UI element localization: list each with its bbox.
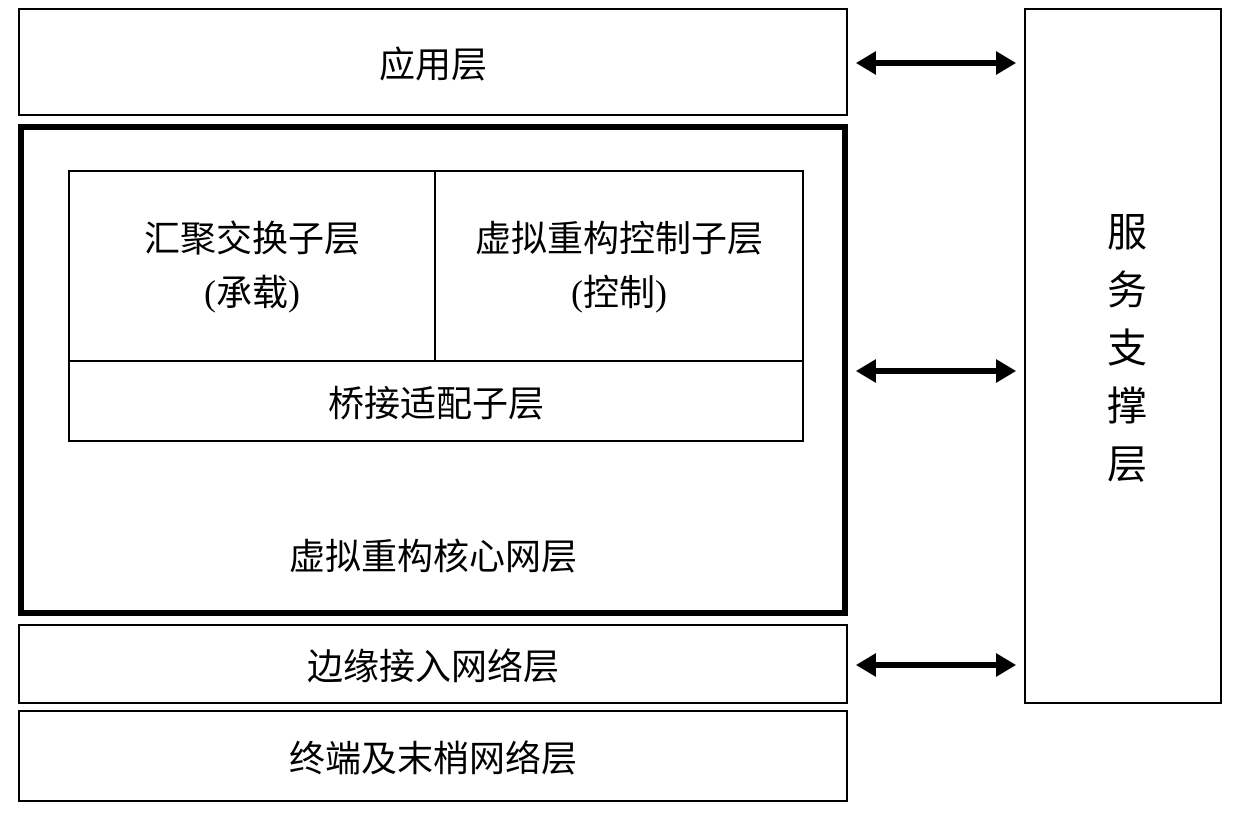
core-layer-title: 虚拟重构核心网层 xyxy=(24,528,842,580)
edge-layer-label: 边缘接入网络层 xyxy=(307,638,559,690)
application-layer: 应用层 xyxy=(18,8,848,116)
core-network-layer: 汇聚交换子层 (承载) 虚拟重构控制子层 (控制) 桥接适配子层 虚拟重构核心网… xyxy=(18,124,848,616)
aggregation-switch-sublayer: 汇聚交换子层 (承载) xyxy=(70,172,436,360)
core-top-row: 汇聚交换子层 (承载) 虚拟重构控制子层 (控制) xyxy=(70,172,802,360)
architecture-diagram: 应用层 汇聚交换子层 (承载) 虚拟重构控制子层 (控制) 桥接适配子层 xyxy=(18,8,1222,810)
service-layer-label: 服务支撑层 xyxy=(1094,211,1152,501)
virtual-reconstruction-control-sublayer: 虚拟重构控制子层 (控制) xyxy=(436,172,802,360)
arrow-application-to-service xyxy=(874,60,998,66)
application-layer-label: 应用层 xyxy=(379,36,487,88)
core-sublayers: 汇聚交换子层 (承载) 虚拟重构控制子层 (控制) 桥接适配子层 xyxy=(68,170,804,442)
terminal-layer-label: 终端及末梢网络层 xyxy=(289,730,577,782)
arrow-edge-to-service xyxy=(874,662,998,668)
service-support-layer: 服务支撑层 xyxy=(1024,8,1222,704)
aggregation-line2: (承载) xyxy=(204,266,300,320)
bridge-label: 桥接适配子层 xyxy=(328,375,544,427)
aggregation-line1: 汇聚交换子层 xyxy=(144,212,360,266)
control-line1: 虚拟重构控制子层 xyxy=(475,212,763,266)
bridge-adaptation-sublayer: 桥接适配子层 xyxy=(70,360,802,440)
edge-access-layer: 边缘接入网络层 xyxy=(18,624,848,704)
terminal-network-layer: 终端及末梢网络层 xyxy=(18,710,848,802)
control-line2: (控制) xyxy=(571,266,667,320)
arrow-core-to-service xyxy=(874,368,998,374)
